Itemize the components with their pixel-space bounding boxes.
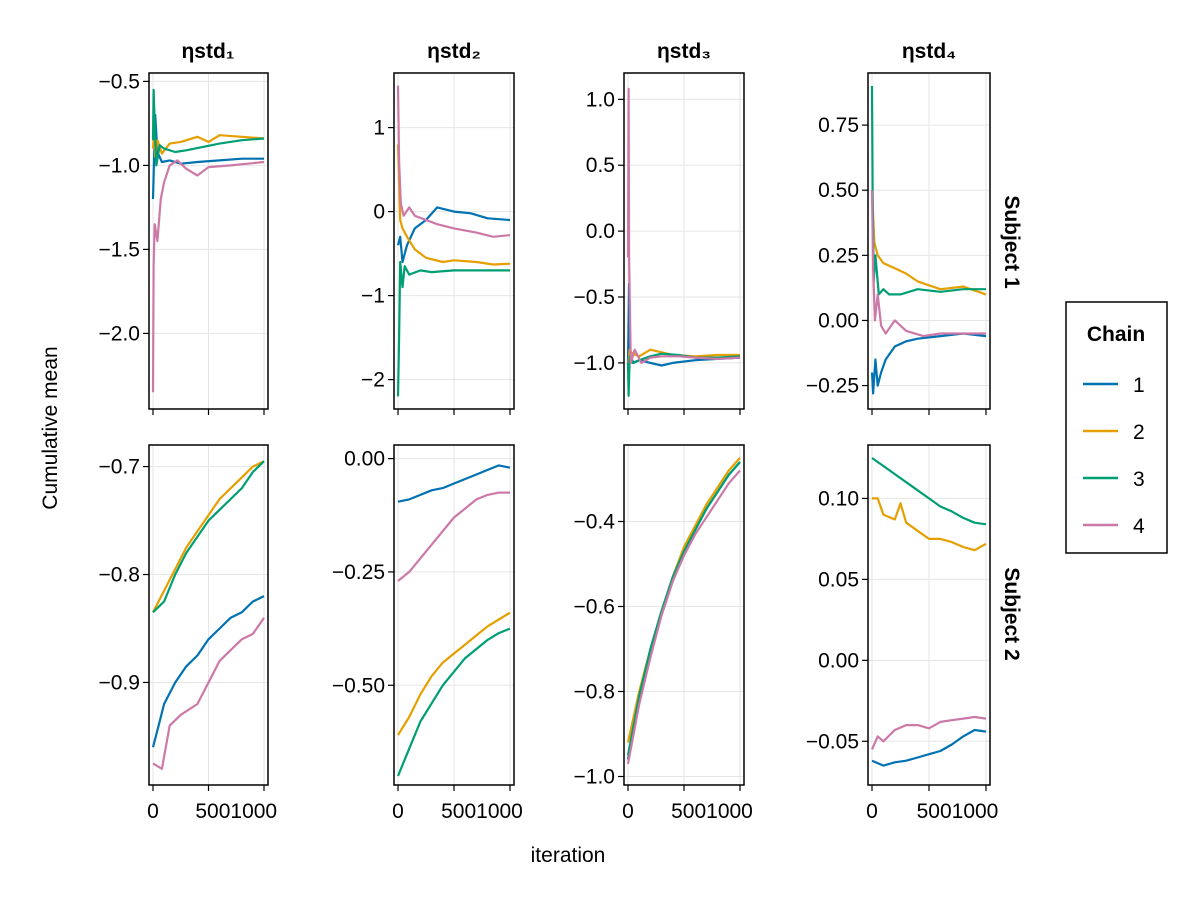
series-line-chain-2 [872, 497, 987, 552]
y-tick-label: 0.25 [818, 244, 859, 267]
y-tick-label: −1.0 [574, 766, 615, 789]
x-tick-label: 5001000 [441, 800, 523, 823]
y-tick-label: −1.5 [99, 238, 140, 261]
series-line-chain-3 [871, 457, 987, 526]
y-tick-label: 0.00 [818, 309, 859, 332]
row-label-subject-2: Subject 2 [1000, 567, 1023, 660]
row-label-subject-1: Subject 1 [1000, 195, 1023, 289]
y-tick-label: −0.9 [99, 671, 140, 694]
x-tick-label: 0 [622, 800, 634, 823]
series-line-chain-1 [151, 595, 265, 748]
legend-label-chain-2: 2 [1133, 421, 1145, 444]
y-tick-label: −1.0 [99, 154, 140, 177]
column-title-3: ηstd₃ [657, 40, 711, 63]
x-axis-label: iteration [531, 844, 606, 867]
series-line-chain-2 [870, 190, 987, 296]
legend-label-chain-4: 4 [1133, 515, 1145, 538]
y-tick-label: 0.50 [818, 179, 859, 202]
y-tick-label: −1 [361, 285, 385, 308]
y-tick-label: 0 [373, 201, 385, 224]
y-tick-label: −0.50 [332, 674, 385, 697]
series-line-chain-2 [397, 611, 511, 736]
y-tick-label: −0.25 [332, 561, 385, 584]
y-tick-label: 1 [373, 117, 385, 140]
y-tick-label: −0.7 [99, 456, 140, 479]
series-line-chain-2 [396, 144, 511, 266]
column-title-1: ηstd₁ [181, 40, 234, 63]
y-tick-label: −0.5 [574, 286, 615, 309]
legend-frame [1065, 301, 1168, 554]
x-tick-label: 5001000 [195, 800, 277, 823]
y-tick-label: −0.8 [574, 681, 615, 704]
y-axis-label: Cumulative mean [39, 346, 62, 509]
panel-5: −0.7 −0.8 −0.9 0 5001000 [99, 444, 277, 823]
series-line-chain-1 [870, 332, 987, 395]
y-tick-label: 0.05 [818, 568, 859, 591]
panel-4: 0.75 0.50 0.25 0.00 −0.25 [806, 72, 991, 415]
panel-7: −0.4 −0.6 −0.8 −1.0 0 5001000 [574, 444, 753, 823]
y-tick-label: −0.8 [99, 564, 140, 587]
panel-2: 1 0 −1 −2 [361, 72, 515, 415]
series-line-chain-4 [626, 87, 741, 364]
series-line-chain-3 [151, 88, 265, 167]
y-tick-label: 0.0 [586, 220, 615, 243]
y-tick-label: −2 [361, 369, 385, 392]
series-line-chain-3 [396, 627, 511, 777]
x-tick-label: 5001000 [917, 800, 999, 823]
y-tick-label: −0.25 [806, 375, 859, 398]
y-tick-label: 0.10 [818, 487, 859, 510]
series-line-chain-4 [152, 617, 265, 770]
series-line-chain-4 [870, 715, 987, 750]
column-title-4: ηstd₄ [902, 40, 956, 63]
series-line-chain-2 [152, 460, 265, 613]
y-tick-label: 1.0 [586, 88, 615, 111]
series-line-chain-1 [871, 728, 987, 767]
panels-layer: −0.5 −1.0 −1.5 −2.0 1 0 −1 −2 1.0 0.5 0.0 −0.5 −1.0 0… [99, 70, 999, 823]
x-tick-label: 0 [392, 800, 404, 823]
x-tick-label: 0 [147, 800, 159, 823]
y-tick-label: −2.0 [99, 322, 140, 345]
y-tick-label: 0.00 [344, 448, 385, 471]
column-title-2: ηstd₂ [427, 40, 481, 63]
series-line-chain-4 [151, 159, 265, 393]
x-tick-label: 0 [866, 800, 878, 823]
series-line-chain-4 [397, 491, 510, 582]
panel-6: 0.00 −0.25 −0.50 0 5001000 [332, 444, 523, 823]
y-tick-label: −0.4 [574, 511, 616, 534]
panel-8: 0.10 0.05 0.00 −0.05 0 5001000 [806, 444, 999, 823]
series-line-chain-4 [870, 190, 986, 338]
y-tick-label: 0.75 [818, 114, 859, 137]
legend-entries: 1 2 3 4 [1083, 374, 1145, 538]
series-line-chain-4 [626, 469, 741, 765]
y-tick-label: −0.5 [99, 70, 140, 93]
legend-title: Chain [1087, 323, 1145, 346]
panel-3: 1.0 0.5 0.0 −0.5 −1.0 [574, 72, 745, 415]
y-tick-label: 0.5 [586, 154, 615, 177]
legend: Chain 1 2 3 4 [1065, 301, 1168, 554]
legend-label-chain-1: 1 [1133, 374, 1145, 397]
series-line-chain-4 [396, 85, 511, 238]
series-line-chain-1 [397, 464, 511, 503]
legend-label-chain-3: 3 [1133, 468, 1145, 491]
y-tick-label: −0.6 [574, 596, 615, 619]
series-line-chain-3 [396, 260, 510, 397]
y-tick-label: 0.00 [818, 649, 859, 672]
series-line-chain-3 [626, 461, 741, 756]
panel-1: −0.5 −1.0 −1.5 −2.0 [99, 70, 269, 415]
series-line-chain-3 [152, 460, 265, 614]
y-tick-label: −0.05 [806, 730, 859, 753]
y-tick-label: −1.0 [574, 352, 615, 375]
x-tick-label: 5001000 [671, 800, 753, 823]
